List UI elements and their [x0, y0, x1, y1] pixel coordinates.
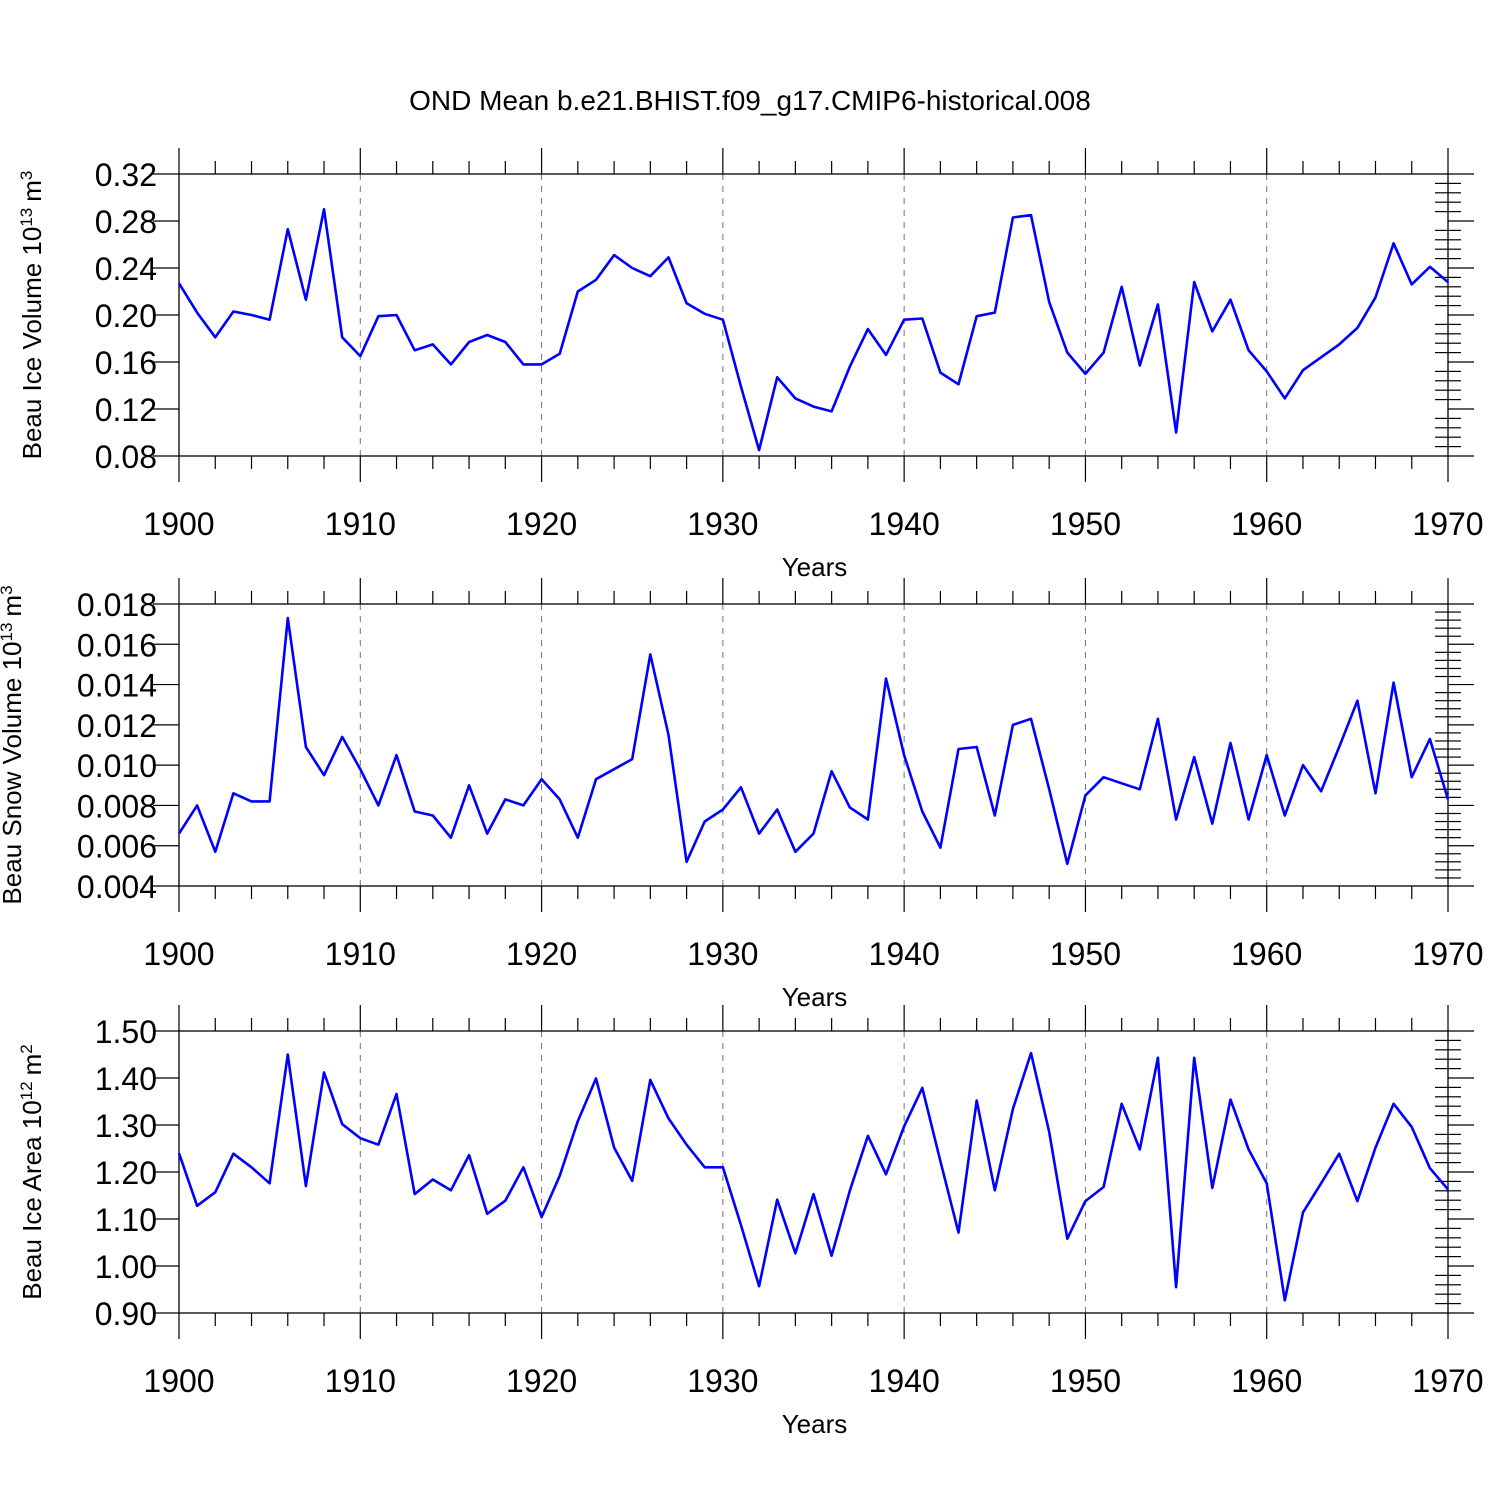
y-tick-label: 0.018 — [77, 587, 157, 623]
x-tick-label: 1970 — [1412, 1363, 1483, 1399]
x-axis-label: Years — [782, 982, 848, 1012]
y-tick-label: 1.20 — [95, 1155, 157, 1191]
x-tick-label: 1920 — [506, 1363, 577, 1399]
y-axis-label: Beau Ice Area 1012m2 — [17, 1044, 48, 1300]
y-tick-label: 0.90 — [95, 1296, 157, 1332]
x-tick-label: 1960 — [1231, 936, 1302, 972]
y-tick-label: 1.30 — [95, 1108, 157, 1144]
x-tick-label: 1910 — [325, 506, 396, 542]
plot-frame — [178, 1030, 1449, 1314]
chart-panel-1: 1900 1910 1920 1930 1940 1950 1960 1970 0.08 0.12… — [17, 148, 1484, 582]
y-axis-label: Beau Snow Volume 1013m3 — [0, 585, 27, 904]
plot-frame — [178, 173, 1449, 457]
x-tick-label: 1910 — [325, 936, 396, 972]
x-tick-label: 1970 — [1412, 506, 1483, 542]
y-tick-label: 0.008 — [77, 788, 157, 824]
series-line — [177, 208, 1449, 452]
chart-panel-2: 1900 1910 1920 1930 1940 1950 1960 1970 0.004 0.0… — [0, 578, 1484, 1012]
figure-title: OND Mean b.e21.BHIST.f09_g17.CMIP6-histo… — [409, 85, 1091, 116]
series-line — [177, 616, 1450, 866]
x-tick-label: 1930 — [687, 506, 758, 542]
x-tick-label: 1940 — [869, 506, 940, 542]
plot-frame — [178, 603, 1449, 887]
y-tick-label: 0.12 — [95, 392, 157, 428]
y-axis-label: Beau Ice Volume 1013m3 — [17, 171, 48, 460]
x-tick-label: 1960 — [1231, 506, 1302, 542]
x-tick-label: 1970 — [1412, 936, 1483, 972]
x-axis-label: Years — [782, 552, 848, 582]
y-tick-label: 0.32 — [95, 157, 157, 193]
x-tick-label: 1940 — [869, 1363, 940, 1399]
y-tick-label: 0.16 — [95, 345, 157, 381]
x-tick-label: 1900 — [143, 1363, 214, 1399]
series-line — [177, 1051, 1449, 1302]
y-tick-label: 0.004 — [77, 869, 157, 905]
y-tick-label: 0.08 — [95, 439, 157, 475]
x-tick-label: 1940 — [869, 936, 940, 972]
x-tick-label: 1900 — [143, 936, 214, 972]
x-tick-label: 1920 — [506, 506, 577, 542]
x-axis-label: Years — [782, 1409, 848, 1439]
x-tick-label: 1950 — [1050, 506, 1121, 542]
x-tick-label: 1900 — [143, 506, 214, 542]
y-tick-label: 1.50 — [95, 1014, 157, 1050]
y-tick-label: 0.20 — [95, 298, 157, 334]
y-tick-label: 0.28 — [95, 204, 157, 240]
x-tick-label: 1950 — [1050, 936, 1121, 972]
x-tick-label: 1920 — [506, 936, 577, 972]
y-tick-label: 0.24 — [95, 251, 157, 287]
x-tick-label: 1930 — [687, 1363, 758, 1399]
x-tick-label: 1960 — [1231, 1363, 1302, 1399]
y-tick-label: 0.016 — [77, 627, 157, 663]
panels: 1900 1910 1920 1930 1940 1950 1960 1970 0.08 0.12… — [0, 148, 1484, 1439]
y-tick-label: 0.010 — [77, 748, 157, 784]
y-tick-label: 1.40 — [95, 1061, 157, 1097]
x-tick-label: 1950 — [1050, 1363, 1121, 1399]
x-tick-label: 1910 — [325, 1363, 396, 1399]
y-tick-label: 0.012 — [77, 708, 157, 744]
y-tick-label: 0.006 — [77, 829, 157, 865]
y-tick-label: 1.10 — [95, 1202, 157, 1238]
chart-panel-3: 1900 1910 1920 1930 1940 1950 1960 1970 0.90 1.00… — [17, 1005, 1484, 1439]
y-tick-label: 0.014 — [77, 668, 157, 704]
y-tick-label: 1.00 — [95, 1249, 157, 1285]
x-tick-label: 1930 — [687, 936, 758, 972]
